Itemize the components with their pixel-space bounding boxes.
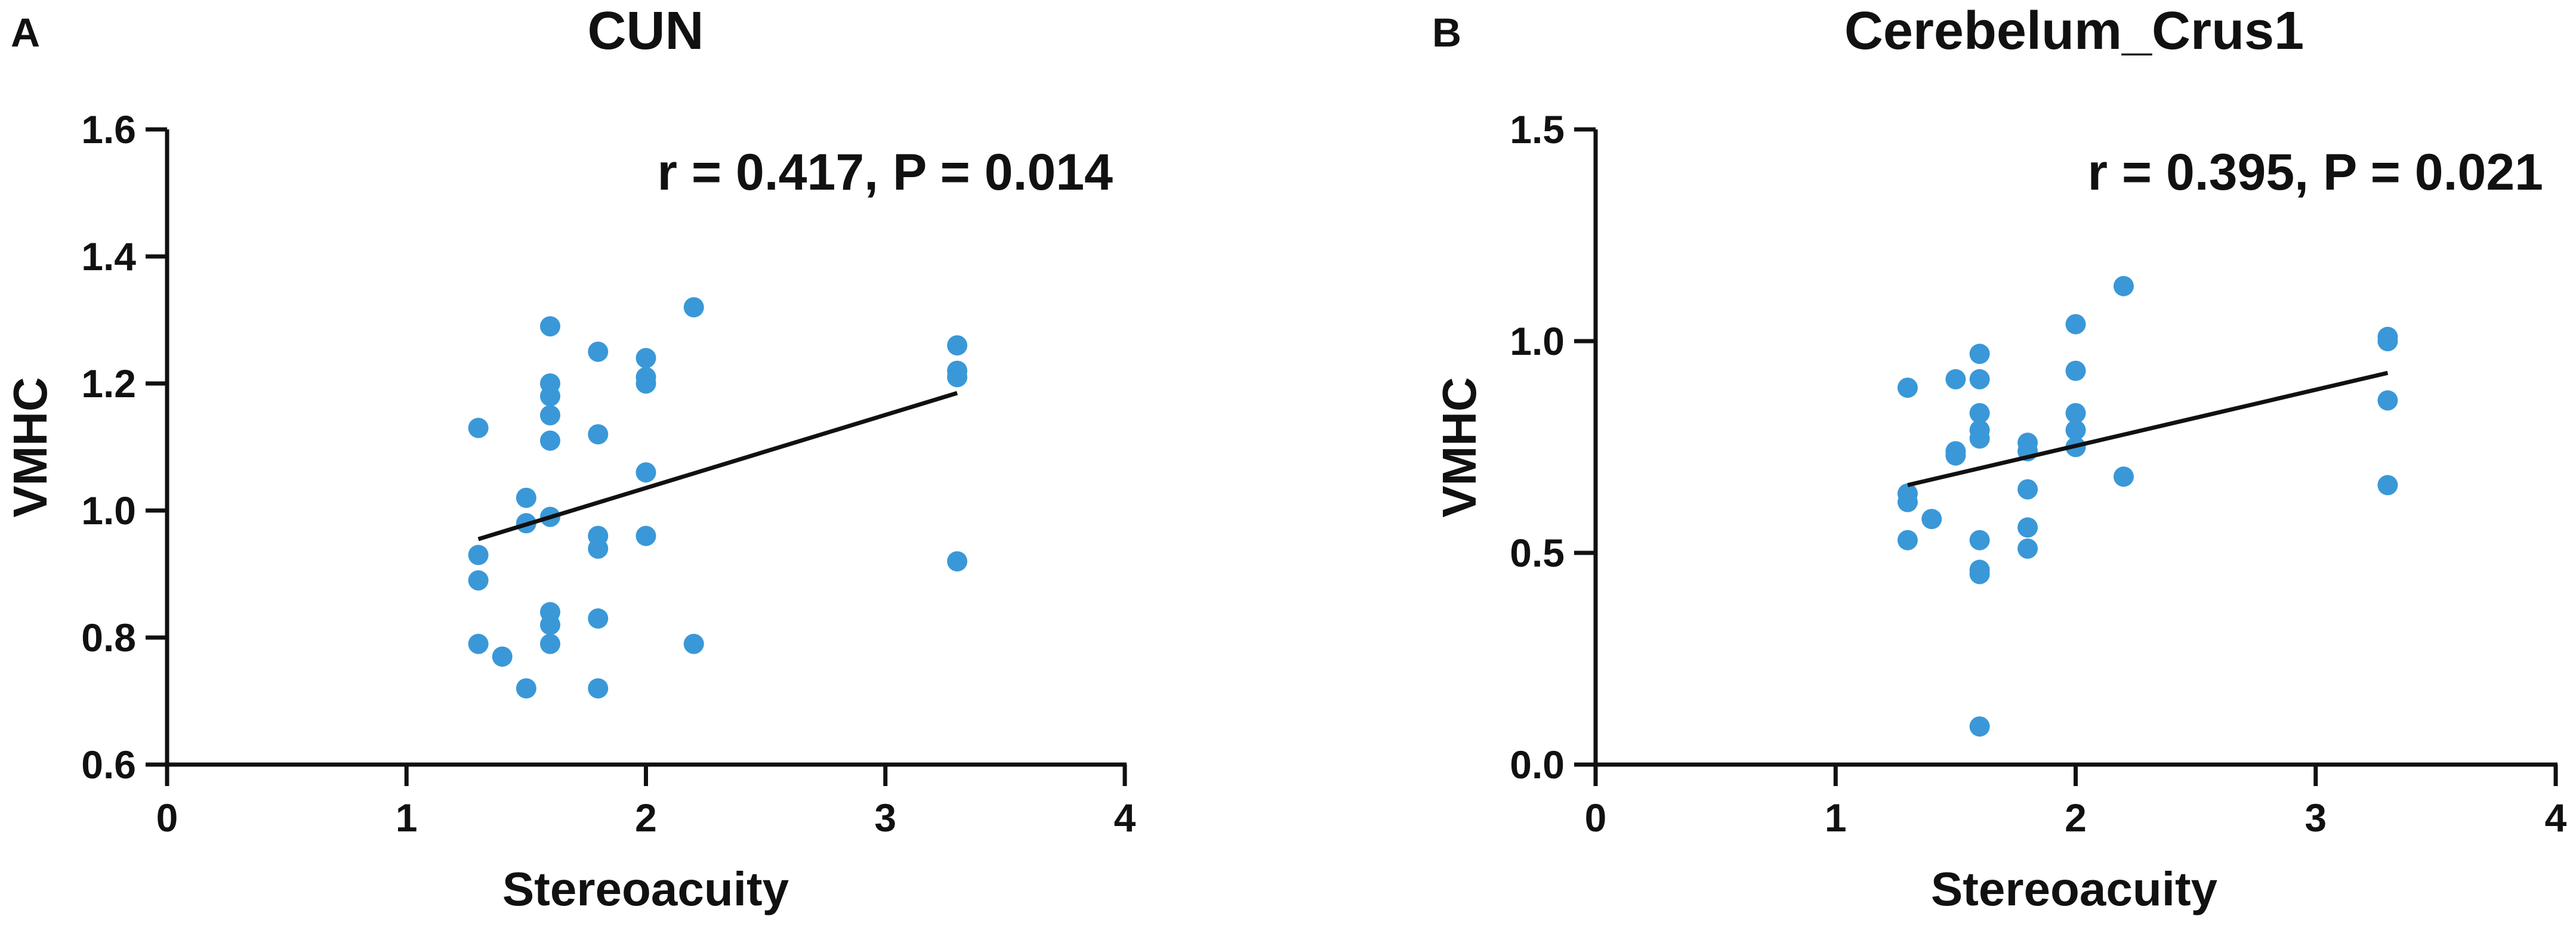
y-tick-label: 1.5 [1510,107,1565,151]
data-point [540,614,560,635]
data-point [2377,390,2398,411]
data-point [635,462,656,483]
y-tick-label: 1.6 [81,107,136,151]
x-tick-label: 0 [1585,796,1607,840]
data-point [492,646,513,667]
y-tick-label: 0.5 [1510,531,1565,575]
data-point [516,487,536,508]
data-point [540,405,560,426]
x-tick-label: 4 [1114,796,1136,840]
data-point [2065,314,2086,335]
data-point [588,608,609,629]
x-tick-label: 3 [874,796,896,840]
y-tick-label: 0.0 [1510,743,1565,787]
data-point [1969,369,1990,389]
data-point [1897,378,1918,398]
data-point [947,335,968,356]
panel-a: A CUN r = 0.417, P = 0.014 0 1 2 3 4 0.6 0.8 1.0 1.… [4,1,1136,915]
y-tick-label: 0.6 [81,743,136,787]
y-tick-label: 0.8 [81,615,136,660]
data-point [540,386,560,407]
regression-line [477,391,958,542]
data-point [468,545,489,565]
y-tick-label: 1.4 [81,234,136,279]
data-point [635,373,656,394]
data-point [588,678,609,699]
data-point [1969,344,1990,364]
data-point [588,538,609,559]
data-point [588,341,609,362]
data-point [1945,445,1966,466]
chart-title: CUN [588,1,704,61]
x-tick-label: 1 [396,796,418,840]
data-point [2377,475,2398,496]
data-point [947,551,968,572]
correlation-annotation: r = 0.417, P = 0.014 [657,144,1113,201]
data-point [1969,530,1990,550]
data-point [588,424,609,445]
x-axis-label: Stereoacuity [1931,862,2218,915]
y-tick-label: 1.2 [81,361,136,406]
data-point [1921,509,1942,530]
data-point [947,367,968,388]
data-point [1945,369,1966,389]
data-point [468,633,489,654]
data-point [540,430,560,451]
x-axis-label: Stereoacuity [502,862,789,915]
data-point [1897,530,1918,550]
data-point [468,417,489,438]
data-point [2113,276,2134,296]
y-tick-label: 1.0 [1510,319,1565,363]
y-axis-label: VMHC [1433,377,1486,518]
data-point [2113,466,2134,487]
data-point [2065,360,2086,381]
x-tick-label: 4 [2545,796,2567,840]
data-point [1969,403,1990,423]
data-point [2065,420,2086,441]
panel-label: A [11,10,40,55]
data-point [516,678,536,699]
data-point [540,316,560,337]
data-point [468,570,489,591]
data-point [1969,716,1990,737]
chart-title: Cerebelum_Crus1 [1844,1,2304,61]
data-point [683,297,704,318]
data-point [540,633,560,654]
data-point [1897,491,1918,512]
data-point [2017,479,2038,500]
data-point [1969,564,1990,584]
regression-line [1907,370,2389,487]
y-tick-label: 1.0 [81,488,136,533]
data-point [2377,331,2398,351]
correlation-annotation: r = 0.395, P = 0.021 [2087,144,2543,201]
data-point [635,525,656,546]
x-tick-label: 2 [635,796,657,840]
data-point [2065,403,2086,423]
data-point [635,348,656,369]
x-tick-label: 2 [2065,796,2087,840]
x-tick-label: 1 [1825,796,1847,840]
panel-label: B [1432,10,1461,55]
x-tick-label: 0 [156,796,178,840]
data-point [1969,428,1990,449]
data-point [2017,517,2038,538]
x-tick-label: 3 [2304,796,2327,840]
data-point [683,633,704,654]
data-point [2017,538,2038,559]
y-axis-label: VMHC [4,377,57,518]
